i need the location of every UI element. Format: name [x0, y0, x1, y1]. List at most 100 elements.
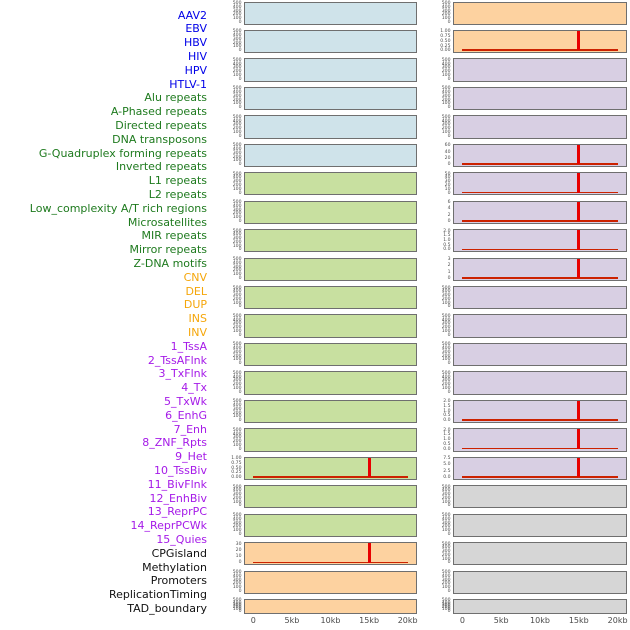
y-tick-label: 10: [444, 186, 451, 192]
y-tick-label: 500: [441, 342, 451, 348]
track-panel: [453, 371, 627, 395]
y-tick-label: 0: [238, 389, 242, 395]
y-tick-label: 0.5: [443, 242, 451, 248]
y-tick-label: 400: [441, 488, 451, 494]
y-tick-label: 1.0: [443, 238, 451, 243]
y-tick-label: 400: [441, 317, 451, 323]
y-tick-label: 500: [441, 513, 451, 519]
track-label: HTLV-1: [169, 77, 207, 91]
track-panel: [244, 342, 417, 367]
y-tick-label: 500: [232, 427, 242, 433]
y-tick-label: 300: [441, 122, 451, 128]
y-tick-label: 100: [441, 101, 451, 107]
y-tick-label: 300: [441, 492, 451, 498]
y-tick-label: 100: [441, 72, 451, 78]
y-tick-label: 500: [232, 342, 242, 348]
y-tick-label: 40: [444, 149, 451, 155]
y-tick-label: 1.5: [443, 233, 451, 239]
x-tick-label: 0: [459, 616, 465, 625]
y-tick-label: 500: [441, 541, 451, 547]
track-panel: [453, 542, 627, 566]
y-tick-label: 0: [447, 105, 451, 111]
y-tick-label: 400: [441, 90, 451, 96]
y-tick-label: 0: [447, 19, 451, 25]
y-tick-label: 500: [232, 200, 242, 206]
y-tick-label: 300: [232, 65, 242, 71]
track-panel: [453, 342, 627, 367]
y-tick-label: 200: [232, 296, 242, 302]
track-label: 8_ZNF_Rpts: [142, 436, 207, 450]
signal-baseline: [462, 419, 618, 421]
y-tick-label: 30: [235, 541, 242, 547]
y-tick-label: 400: [441, 516, 451, 522]
y-tick-label: 100: [232, 158, 242, 164]
track-label: Promoters: [150, 574, 207, 588]
y-tick-label: 100: [232, 300, 242, 306]
track-label: INS: [188, 312, 207, 326]
y-tick-label: 0: [238, 560, 242, 566]
y-tick-label: 500: [441, 285, 451, 291]
y-tick-label: 300: [441, 549, 451, 555]
y-tick-label: 500: [232, 114, 242, 120]
y-tick-label: 0: [238, 531, 242, 537]
y-tick-label: 400: [232, 90, 242, 96]
signal-baseline: [253, 476, 408, 478]
y-tick-label: 300: [232, 492, 242, 498]
y-tick-label: 400: [232, 203, 242, 209]
track-panel: [244, 115, 417, 139]
track-panel: [453, 598, 627, 614]
y-tick-label: 200: [232, 439, 242, 445]
y-tick-label: 100: [232, 16, 242, 22]
y-tick-label: 400: [232, 600, 242, 606]
y-tick-label: 0: [238, 608, 242, 614]
y-tick-label: 200: [441, 325, 451, 331]
y-tick-label: 1.5: [443, 432, 451, 438]
y-tick-label: 500: [232, 570, 242, 575]
x-tick-label: 15kb: [568, 616, 589, 625]
y-tick-label: 400: [441, 573, 451, 579]
y-tick-label: 400: [232, 147, 242, 152]
y-tick-label: 200: [232, 581, 242, 587]
track-label: Microsatellites: [127, 215, 207, 229]
signal-baseline: [253, 561, 408, 564]
signal-peak: [577, 230, 581, 250]
y-tick-label: 0: [447, 531, 451, 537]
y-tick-label: 0: [238, 105, 242, 111]
y-tick-label: 200: [232, 604, 242, 610]
y-tick-label: 500: [232, 29, 242, 35]
track-label: 7_Enh: [173, 422, 207, 436]
track-label: 14_ReprPCWk: [130, 519, 207, 533]
track-panel: [244, 598, 417, 614]
y-tick-label: 400: [232, 317, 242, 323]
y-tick-label: 40: [444, 175, 451, 181]
y-tick-label: 0: [447, 361, 451, 367]
y-tick-label: 500: [232, 484, 242, 490]
signal-peak: [577, 457, 581, 478]
track-label: G-Quadruplex forming repeats: [38, 146, 207, 160]
y-tick-label: 300: [232, 577, 242, 583]
y-tick-label: 0: [447, 608, 451, 614]
y-tick-label: 300: [232, 8, 242, 14]
y-tick-label: 400: [232, 488, 242, 494]
y-tick-label: 400: [232, 374, 242, 380]
y-tick-label: 300: [232, 378, 242, 384]
y-tick-label: 300: [232, 264, 242, 270]
track-panel: [244, 314, 417, 338]
y-tick-label: 200: [441, 353, 451, 359]
y-tick-label: 200: [441, 12, 451, 18]
track-label: 10_TssBiv: [154, 463, 207, 477]
y-tick-label: 0: [238, 48, 242, 54]
track-panel: [453, 314, 627, 338]
y-tick-label: 500: [441, 484, 451, 490]
y-tick-label: 200: [441, 524, 451, 530]
y-tick-label: 200: [232, 325, 242, 331]
y-tick-label: 500: [441, 1, 451, 6]
y-tick-label: 100: [441, 129, 451, 135]
y-tick-label: 100: [232, 72, 242, 78]
y-tick-label: 400: [232, 260, 242, 266]
y-tick-label: 500: [232, 171, 242, 177]
y-tick-label: 100: [232, 385, 242, 391]
track-label: HPV: [184, 63, 207, 77]
y-tick-label: 200: [232, 12, 242, 18]
x-tick-label: 15kb: [359, 616, 380, 625]
